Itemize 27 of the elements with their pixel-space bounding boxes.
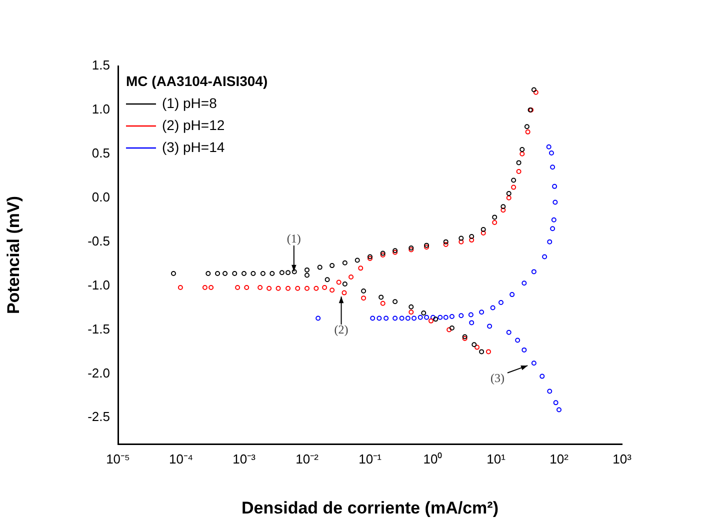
- x-tick-label: 10²: [550, 451, 570, 466]
- x-tick-label: 10³: [612, 451, 632, 466]
- legend-label: (2) pH=12: [162, 116, 225, 133]
- x-axis-title: Densidad de corriente (mA/cm²): [242, 498, 498, 518]
- y-tick-label: 1.5: [92, 58, 110, 73]
- y-tick-label: -2.5: [88, 409, 110, 424]
- y-axis-title: Potencial (mV): [4, 196, 23, 314]
- y-tick-label: 1.0: [92, 102, 110, 117]
- y-tick-label: -1.5: [88, 321, 110, 336]
- y-tick-label: -0.5: [88, 233, 110, 248]
- legend-label: (1) pH=8: [162, 94, 218, 111]
- x-tick-label: 10⁰: [423, 451, 443, 466]
- legend-title: MC (AA3104-AISI304): [126, 72, 268, 89]
- x-tick-label: 10⁻³: [232, 451, 256, 466]
- y-tick-label: -1.0: [88, 277, 110, 292]
- annotation: (2): [334, 322, 348, 337]
- x-tick-label: 10⁻⁴: [168, 451, 194, 466]
- y-tick-label: 0.0: [92, 189, 110, 204]
- legend-label: (3) pH=14: [162, 138, 225, 155]
- x-tick-label: 10⁻²: [296, 451, 320, 466]
- x-tick-label: 10⁻⁵: [106, 451, 130, 466]
- annotation: (3): [490, 371, 504, 386]
- y-tick-label: -2.0: [88, 365, 110, 380]
- y-tick-label: 0.5: [92, 145, 110, 160]
- x-tick-label: 10⁻¹: [358, 451, 382, 466]
- x-tick-label: 10¹: [486, 451, 506, 466]
- annotation: (1): [286, 232, 301, 246]
